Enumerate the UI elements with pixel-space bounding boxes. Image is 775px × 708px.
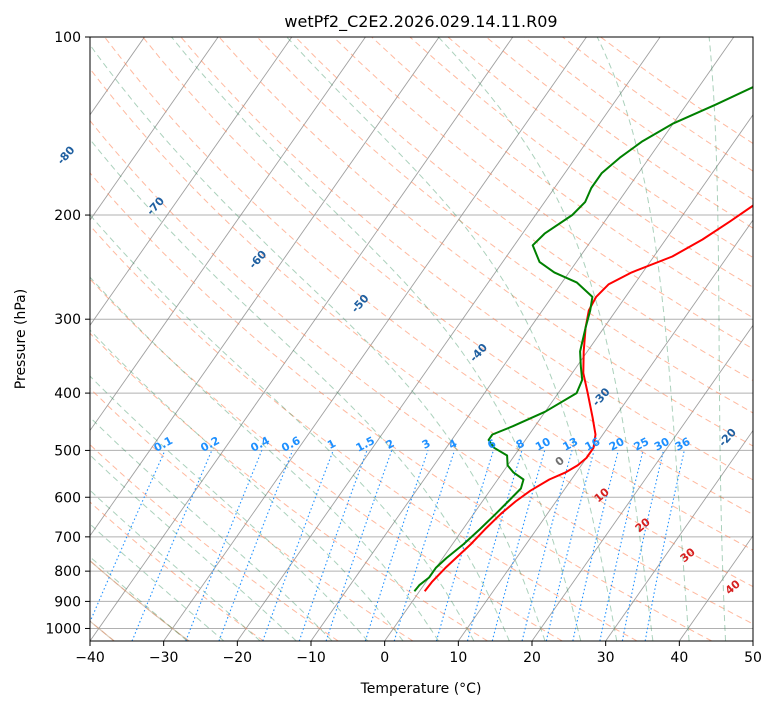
isotherm-30 <box>605 429 753 641</box>
mixing-ratio-line-12 <box>521 450 573 641</box>
mixing-ratio-line-14 <box>572 450 619 641</box>
y-tick-label-1000: 1000 <box>45 621 81 637</box>
mixing-ratio-line-2 <box>185 450 263 641</box>
mixing-ratio-label-16: 30 <box>652 435 672 454</box>
mixing-ratio-label-12: 13 <box>561 435 581 454</box>
mixing-ratio-line-3 <box>218 450 294 641</box>
moist-adiabat--20 <box>90 489 261 641</box>
mixing-ratio-label-11: 10 <box>533 435 553 454</box>
isotherm-lines <box>90 37 753 641</box>
moist-adiabat-40 <box>596 37 690 641</box>
mixing-ratio-lines <box>90 450 685 641</box>
isotherm--70 <box>90 37 293 327</box>
plot-frame <box>89 36 754 642</box>
moist-adiabat--15 <box>90 454 297 641</box>
mixing-ratio-line-7 <box>364 450 429 641</box>
y-axis-ticks: 100 200 300 400 500 600 700 800 900 1000 <box>45 30 90 637</box>
moist-adiabat-45 <box>708 37 727 641</box>
y-tick-label-400: 400 <box>54 386 81 402</box>
dry-adiabat-0 <box>90 387 414 641</box>
moist-adiabat-5 <box>90 276 439 641</box>
x-axis-label: Temperature (°C) <box>360 681 482 697</box>
moist-adiabat-30 <box>286 37 618 641</box>
moist-adiabat-20 <box>90 44 546 641</box>
x-tick-label-50: 50 <box>744 650 762 666</box>
dry-adiabat-120 <box>295 37 753 382</box>
mixing-ratio-line-1 <box>131 450 213 641</box>
isotherm--20 <box>236 37 661 641</box>
x-tick-label--30: −30 <box>149 650 179 666</box>
isotherm--10 <box>310 37 735 641</box>
isotherm--40 <box>90 37 514 641</box>
mixing-ratio-line-13 <box>545 450 595 641</box>
dry-adiabat-60 <box>90 67 753 588</box>
dry-adiabat-80 <box>142 37 753 516</box>
mixing-ratio-line-11 <box>491 450 546 641</box>
dry-adiabat-20 <box>90 278 563 641</box>
mixing-ratio-label-14: 20 <box>607 435 627 454</box>
series-dewpoint-line <box>413 85 753 592</box>
isotherm--50 <box>90 37 440 537</box>
mixing-ratio-label-17: 36 <box>673 435 693 454</box>
y-tick-label-100: 100 <box>54 30 81 46</box>
dry-adiabat-40 <box>90 172 712 641</box>
isotherm-40 <box>678 534 753 641</box>
y-tick-label-200: 200 <box>54 208 81 224</box>
isotherm--30 <box>163 37 587 641</box>
dry-adiabat-110 <box>256 37 753 414</box>
x-axis-ticks: −40 −30 −20 −10 0 10 20 30 40 50 <box>75 641 762 666</box>
mixing-ratio-line-8 <box>393 450 456 641</box>
x-tick-label-0: 0 <box>380 650 389 666</box>
mixing-ratio-label-13: 16 <box>583 435 603 454</box>
y-tick-label-600: 600 <box>54 490 81 506</box>
x-tick-label-40: 40 <box>670 650 688 666</box>
y-tick-label-800: 800 <box>54 564 81 580</box>
isotherm-0 <box>384 114 753 641</box>
dry-adiabat-10 <box>90 332 488 641</box>
y-axis-label: Pressure (hPa) <box>13 289 29 389</box>
x-tick-label--20: −20 <box>223 650 253 666</box>
dry-adiabat--20 <box>90 501 264 641</box>
x-tick-label--40: −40 <box>75 650 105 666</box>
y-tick-label-300: 300 <box>54 312 81 328</box>
x-tick-label-30: 30 <box>597 650 615 666</box>
isotherm-20 <box>531 324 753 641</box>
chart-title: wetPf2_C2E2.2026.029.14.11.R09 <box>284 12 557 32</box>
moist-adiabat-10 <box>90 214 475 641</box>
x-tick-label-10: 10 <box>449 650 467 666</box>
y-tick-label-900: 900 <box>54 594 81 610</box>
mixing-ratio-line-10 <box>466 450 523 641</box>
mixing-ratio-line-6 <box>325 450 393 641</box>
x-tick-label--10: −10 <box>296 650 326 666</box>
dry-adiabat-50 <box>90 119 753 625</box>
dry-adiabat-70 <box>104 37 753 551</box>
mixing-ratio-line-4 <box>262 450 334 641</box>
mixing-ratio-line-5 <box>298 450 368 641</box>
isohume-arc--30 <box>90 560 190 641</box>
mixing-ratio-line-9 <box>435 450 494 641</box>
grid-lines <box>90 37 753 629</box>
dry-adiabat-100 <box>218 37 753 447</box>
dry-adiabat-150 <box>409 37 753 288</box>
mixing-ratio-label-15: 25 <box>632 435 652 454</box>
moist-adiabat-lines <box>90 37 727 641</box>
moist-adiabat-0 <box>90 329 404 641</box>
dry-adiabat-lines <box>90 37 753 641</box>
y-tick-label-500: 500 <box>54 443 81 459</box>
isotherm-10 <box>457 219 753 641</box>
moist-adiabat--25 <box>90 523 225 641</box>
moist-adiabat--5 <box>90 375 369 641</box>
mixing-ratio-line-0 <box>90 450 166 624</box>
moist-adiabat--30 <box>90 556 188 641</box>
isotherm--60 <box>90 37 366 432</box>
profile-series <box>413 85 753 592</box>
dry-adiabat-30 <box>90 224 638 641</box>
moist-adiabat-35 <box>438 37 654 641</box>
isotherm--80 <box>90 37 219 221</box>
plot-area <box>90 37 753 641</box>
y-tick-label-700: 700 <box>54 530 81 546</box>
x-tick-label-20: 20 <box>523 650 541 666</box>
